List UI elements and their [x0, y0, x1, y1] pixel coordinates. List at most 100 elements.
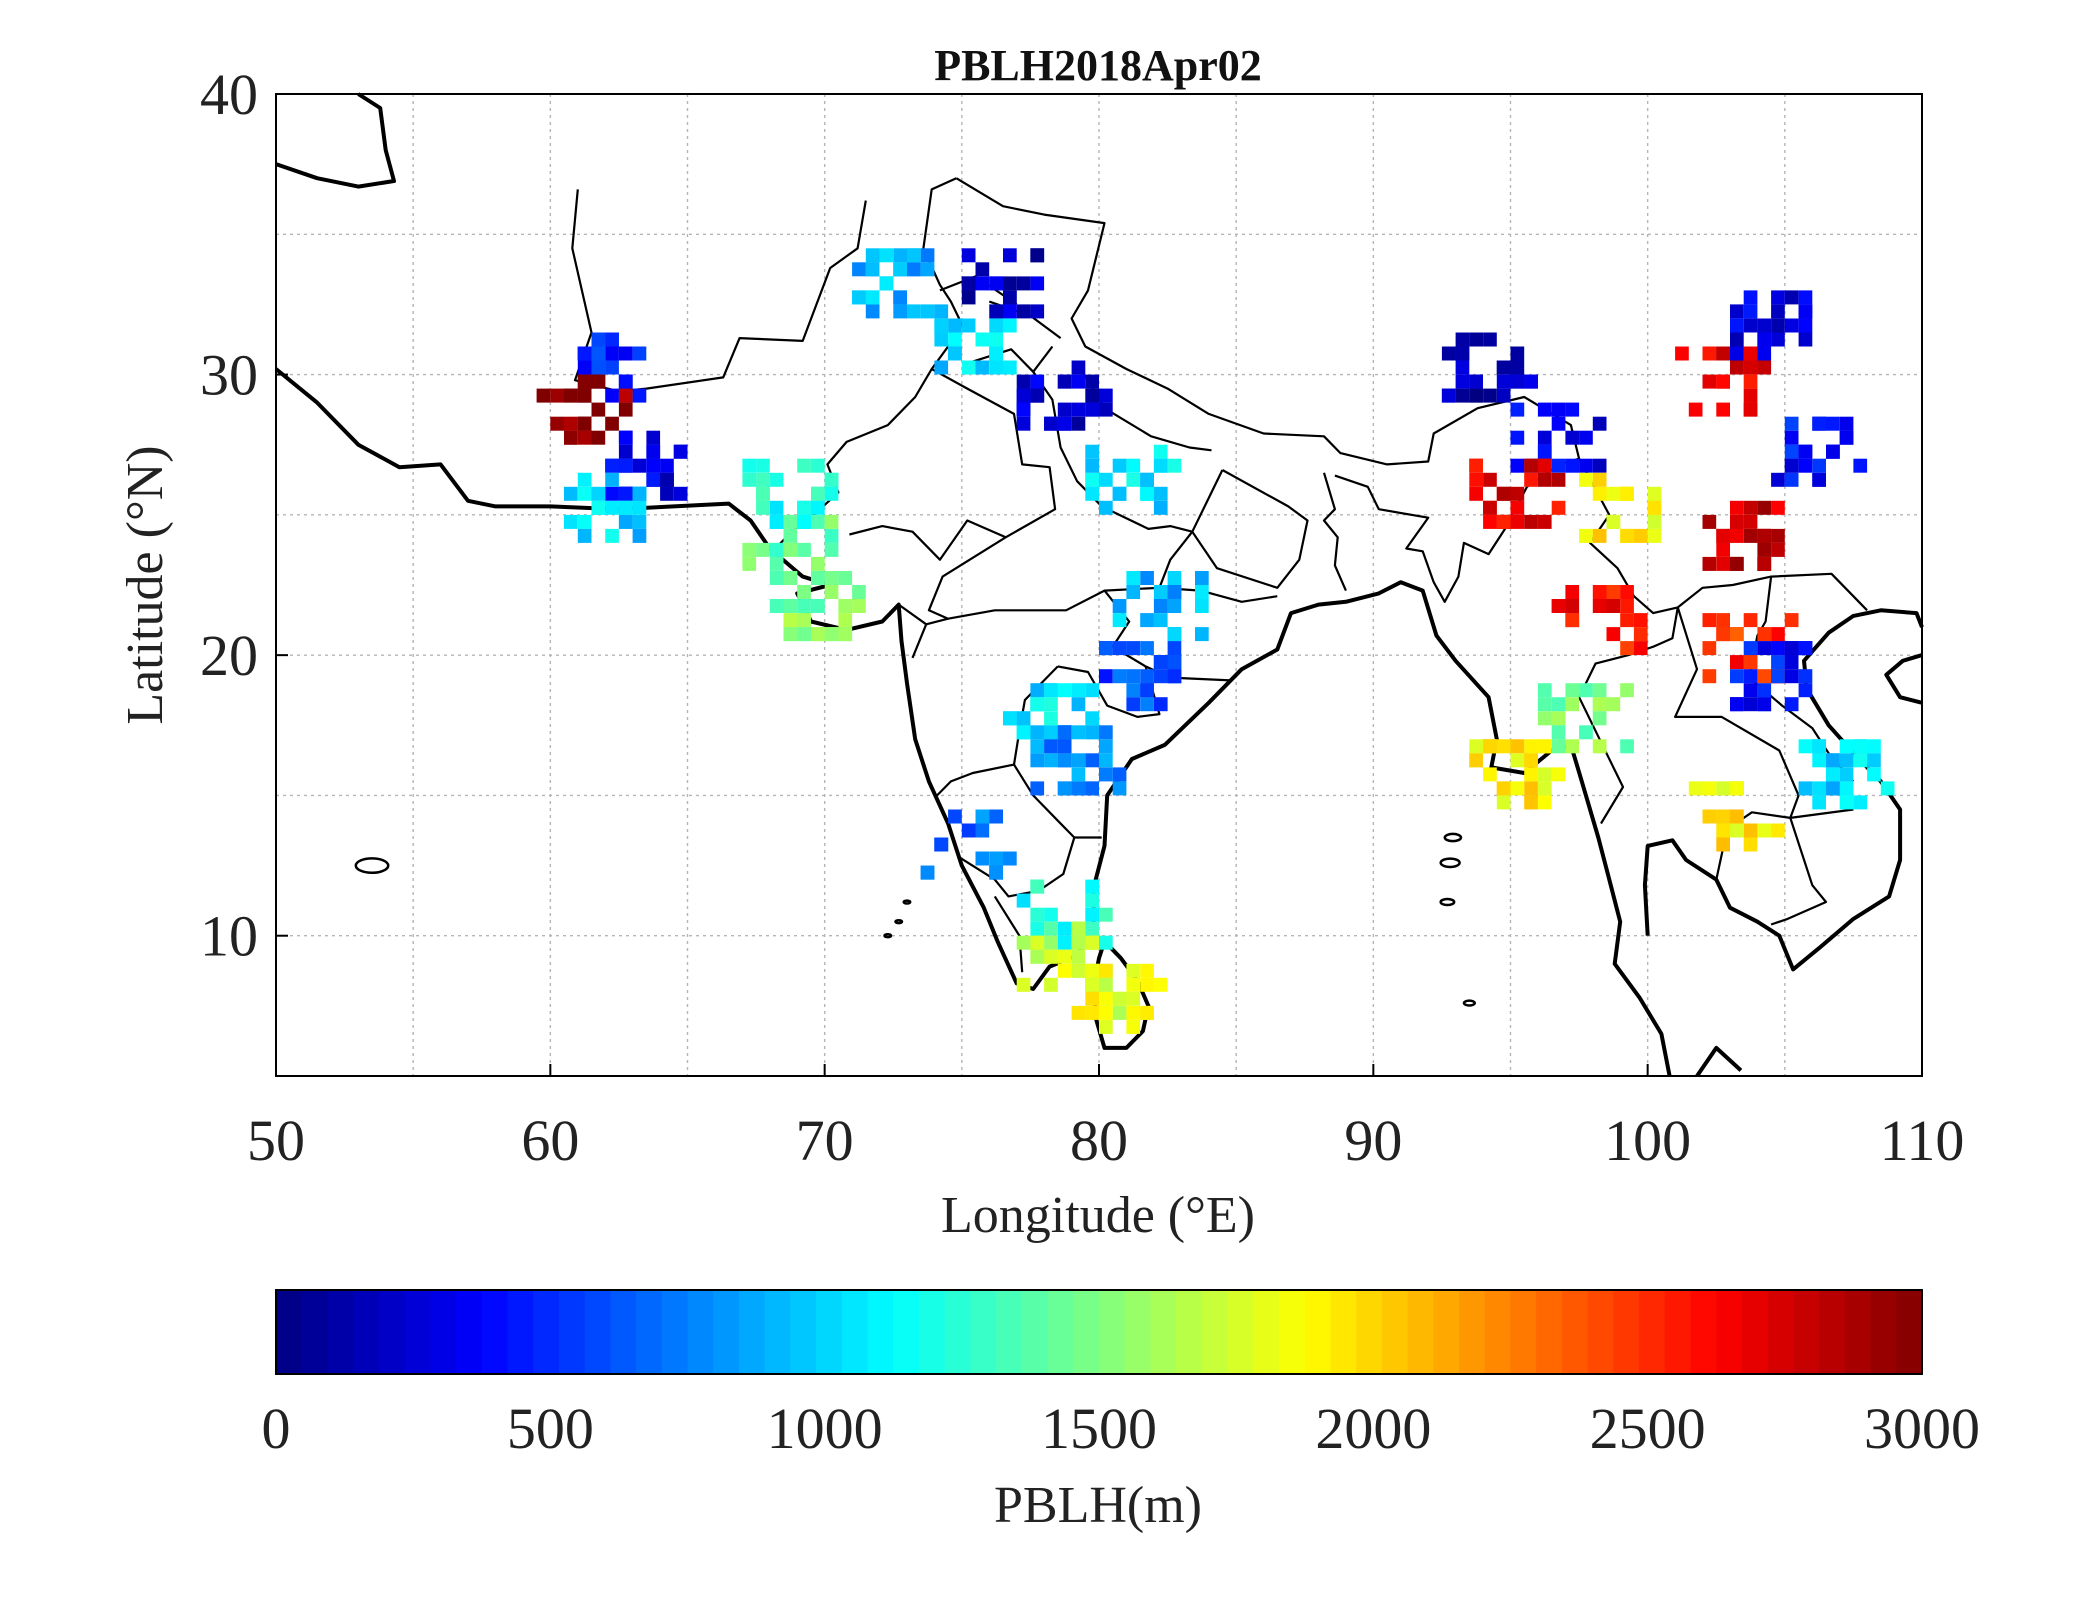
- pblh-pixel: [975, 332, 990, 347]
- colorbar-stripe: [1613, 1290, 1640, 1374]
- pblh-pixel: [1057, 739, 1072, 754]
- pblh-pixel: [1592, 697, 1607, 712]
- pblh-pixel: [1743, 500, 1758, 515]
- pblh-pixel: [1730, 514, 1744, 529]
- pblh-pixel: [1085, 781, 1099, 796]
- pblh-pixel: [1620, 528, 1634, 543]
- pblh-pixel: [1743, 318, 1758, 333]
- colorbar-stripe: [1021, 1290, 1049, 1374]
- pblh-pixel: [1167, 627, 1182, 642]
- pblh-pixel: [1867, 753, 1881, 768]
- pblh-pixel: [1537, 458, 1552, 473]
- pblh-pixel: [1537, 514, 1552, 529]
- pblh-pixel: [811, 500, 825, 515]
- pblh-pixel: [1441, 346, 1456, 361]
- pblh-pixel: [1771, 669, 1785, 684]
- pblh-pixel: [1784, 290, 1799, 305]
- pblh-pixel: [1565, 402, 1580, 417]
- pblh-pixel: [756, 458, 770, 473]
- pblh-pixel: [1099, 977, 1113, 992]
- pblh-pixel: [1016, 304, 1031, 319]
- pblh-pixel: [1702, 556, 1717, 571]
- border-segment: [1013, 764, 1102, 839]
- pblh-pixel: [1153, 669, 1168, 684]
- pblh-pixel: [934, 318, 949, 333]
- colorbar-stripe: [661, 1290, 689, 1374]
- pblh-pixel: [975, 276, 990, 291]
- pblh-pixel: [1510, 486, 1525, 501]
- pblh-pixel: [1071, 767, 1086, 782]
- pblh-pixel: [1085, 683, 1099, 698]
- pblh-pixel: [618, 388, 633, 403]
- pblh-pixel: [1112, 767, 1127, 782]
- pblh-pixel: [769, 472, 784, 487]
- pblh-pixel: [989, 809, 1003, 824]
- colorbar-stripe: [1664, 1290, 1692, 1374]
- island-outline: [1443, 832, 1463, 843]
- pblh-pixel: [1140, 571, 1154, 585]
- pblh-pixel: [1057, 753, 1072, 768]
- pblh-pixel: [1044, 697, 1058, 712]
- pblh-pixel: [1469, 374, 1483, 389]
- pblh-pixel: [1812, 781, 1826, 796]
- colorbar-stripe: [1356, 1290, 1383, 1374]
- colorbar-stripe: [816, 1290, 843, 1374]
- colorbar-stripe: [301, 1290, 329, 1374]
- pblh-pixel: [1003, 318, 1017, 333]
- pblh-pixel: [632, 346, 647, 361]
- pblh-pixel: [1469, 332, 1483, 347]
- pblh-pixel: [948, 346, 962, 361]
- border-segment: [911, 623, 928, 659]
- pblh-pixel: [1099, 935, 1113, 950]
- pblh-pixel: [577, 360, 592, 375]
- pblh-pixel: [1730, 556, 1744, 571]
- pblh-pixel: [1153, 977, 1168, 992]
- pblh-pixel: [1510, 458, 1525, 473]
- pblh-pixel: [1730, 332, 1744, 347]
- pblh-pixel: [618, 430, 633, 445]
- colorbar-stripe: [1047, 1290, 1074, 1374]
- pblh-pixel: [550, 416, 564, 431]
- pblh-pixel: [824, 542, 839, 557]
- pblh-pixel: [742, 542, 757, 557]
- border-segment: [571, 189, 867, 393]
- pblh-pixel: [1702, 781, 1717, 796]
- pblh-pixel: [1757, 332, 1772, 347]
- pblh-pixel: [1003, 711, 1017, 726]
- pblh-pixel: [1524, 374, 1538, 389]
- pblh-pixel: [618, 514, 633, 529]
- pblh-pixel: [1071, 753, 1086, 768]
- colorbar-stripe: [1561, 1290, 1589, 1374]
- pblh-pixel: [1853, 458, 1868, 473]
- pblh-pixel: [1071, 935, 1086, 950]
- pblh-pixel: [1003, 290, 1017, 305]
- pblh-pixel: [865, 248, 880, 263]
- pblh-pixel: [1016, 276, 1031, 291]
- pblh-pixel: [1167, 599, 1182, 613]
- pblh-pixel: [1743, 374, 1758, 389]
- pblh-pixel: [1167, 669, 1182, 684]
- pblh-pixel: [1757, 500, 1772, 515]
- y-tick-label: 30: [200, 343, 258, 408]
- pblh-pixel: [1044, 739, 1058, 754]
- pblh-pixel: [769, 556, 784, 571]
- pblh-pixel: [1647, 500, 1662, 515]
- pblh-pixel: [934, 360, 949, 375]
- pblh-pixel: [1784, 444, 1799, 459]
- pblh-pixel: [1537, 767, 1552, 782]
- colorbar-stripe: [1150, 1290, 1177, 1374]
- pblh-pixel: [1044, 711, 1058, 726]
- pblh-pixel: [1730, 360, 1744, 375]
- pblh-pixel: [1716, 613, 1730, 628]
- colorbar-stripe: [1099, 1290, 1126, 1374]
- pblh-pixel: [564, 514, 578, 529]
- pblh-pixel: [1044, 725, 1058, 740]
- pblh-pixel: [1784, 318, 1799, 333]
- pblh-pixel: [605, 332, 619, 347]
- pblh-pixel: [1743, 697, 1758, 712]
- pblh-pixel: [1606, 627, 1621, 642]
- pblh-pixel: [660, 472, 674, 487]
- coastline-segment: [1642, 608, 1924, 972]
- pblh-pixel: [1167, 655, 1182, 670]
- colorbar-stripe: [430, 1290, 457, 1374]
